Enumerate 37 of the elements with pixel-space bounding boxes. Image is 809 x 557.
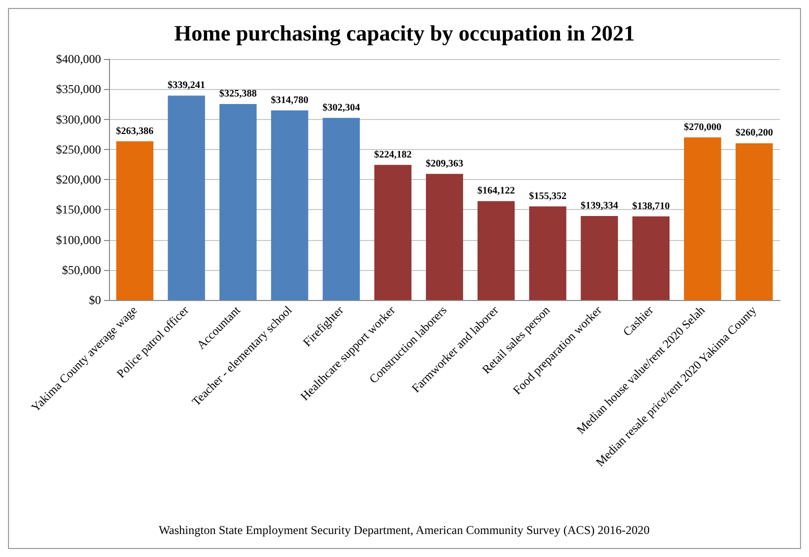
bar: [426, 174, 464, 300]
y-tick-label: $150,000: [56, 202, 101, 217]
data-label: $164,122: [477, 186, 515, 197]
data-label: $270,000: [684, 122, 722, 133]
bar: [580, 216, 618, 300]
data-label: $314,780: [270, 94, 308, 106]
data-label: $325,388: [219, 88, 257, 100]
data-label: $260,200: [735, 128, 773, 139]
text: Washington State Employment Security Department, American Community Survey (ACS) 2016-2020: [158, 523, 650, 537]
data-label: $138,710: [632, 200, 670, 212]
chart-title: Home purchasing capacity by occupation in 2021: [174, 20, 635, 46]
y-tick-label: $200,000: [56, 172, 101, 186]
data-label: $263,386: [116, 126, 154, 137]
bar: [168, 96, 206, 300]
bar: [271, 110, 308, 300]
data-label: $155,352: [528, 190, 566, 202]
y-tick-label: $350,000: [56, 82, 101, 96]
bar: [736, 143, 773, 300]
y-tick-label: $400,000: [56, 52, 101, 66]
bar: [632, 216, 670, 300]
data-label: $139,334: [580, 200, 618, 212]
bar: [684, 137, 722, 300]
data-label: $209,363: [426, 158, 464, 170]
y-tick-label: $100,000: [56, 232, 101, 247]
data-label: $339,241: [168, 80, 206, 92]
y-tick-label: $50,000: [62, 262, 101, 277]
bar: [322, 118, 360, 300]
bar: [374, 164, 412, 300]
y-tick-label: $300,000: [56, 112, 101, 126]
y-tick-label: $0: [89, 293, 101, 307]
data-label: $224,182: [374, 149, 412, 160]
bar: [529, 206, 566, 300]
bar: [478, 201, 515, 300]
bar: [116, 141, 154, 300]
data-label: $302,304: [322, 102, 360, 114]
y-tick-label: $250,000: [56, 142, 101, 156]
bar: [219, 104, 257, 300]
